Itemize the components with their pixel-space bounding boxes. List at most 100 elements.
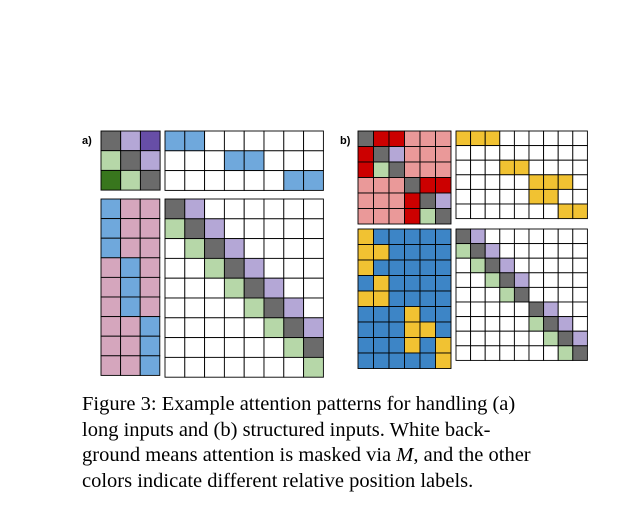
matrix-cell [528, 286, 545, 303]
matrix-cell [484, 228, 501, 245]
matrix-cell [528, 174, 545, 190]
matrix-cell [303, 150, 324, 172]
matrix-cell [388, 306, 405, 323]
matrix-cell [184, 337, 206, 358]
matrix-cell [223, 337, 245, 358]
matrix-cell [543, 301, 559, 318]
matrix-cell [484, 272, 501, 288]
matrix-cell [283, 356, 305, 378]
matrix-cell [435, 208, 452, 225]
matrix-cell [204, 257, 225, 279]
matrix-cell [419, 306, 436, 323]
matrix-cell [204, 238, 225, 259]
matrix-cell [484, 243, 501, 259]
matrix-cell [513, 316, 530, 332]
matrix-cell [435, 352, 452, 369]
matrix-cell [357, 290, 374, 307]
matrix-cell [404, 146, 421, 163]
matrix-cell [223, 356, 245, 378]
matrix-cell [404, 130, 421, 147]
matrix-cell [470, 159, 486, 176]
matrix-cell [484, 130, 501, 147]
matrix-cell [139, 296, 161, 318]
matrix-cell [283, 277, 305, 299]
matrix-cell [263, 257, 285, 279]
matrix-cell [455, 174, 472, 190]
matrix-cell [139, 130, 161, 152]
matrix-cell [528, 228, 545, 245]
matrix-cell [455, 330, 472, 347]
matrix-cell [223, 170, 245, 191]
matrix-cell [357, 337, 374, 354]
matrix-cell [204, 218, 225, 240]
matrix-cell [204, 170, 225, 191]
matrix-cell [283, 238, 305, 259]
matrix-cell [435, 244, 452, 261]
matrix-cell [557, 174, 574, 190]
matrix-cell [303, 218, 324, 240]
matrix-cell [164, 297, 186, 319]
matrix-b-global-global [357, 130, 452, 225]
mask-symbol: M [396, 444, 414, 466]
matrix-cell [204, 337, 225, 358]
matrix-cell [513, 330, 530, 347]
matrix-cell [357, 352, 374, 369]
matrix-cell [120, 237, 141, 259]
matrix-cell [357, 228, 374, 245]
matrix-cell [388, 177, 405, 194]
matrix-cell [283, 130, 305, 152]
matrix-cell [139, 355, 161, 376]
matrix-cell [388, 161, 405, 178]
matrix-cell [303, 238, 324, 259]
matrix-cell [120, 335, 141, 357]
matrix-cell [388, 228, 405, 245]
matrix-cell [184, 198, 206, 220]
matrix-cell [404, 290, 421, 307]
panel-a-label: a) [82, 135, 92, 147]
panel-b-label: b) [340, 135, 351, 147]
matrix-cell [513, 257, 530, 274]
matrix-cell [470, 130, 486, 147]
matrix-cell [404, 259, 421, 276]
matrix-cell [435, 290, 452, 307]
matrix-cell [139, 276, 161, 298]
matrix-cell [223, 218, 245, 240]
matrix-cell [557, 145, 574, 161]
matrix-cell [373, 290, 390, 307]
matrix-cell [243, 356, 265, 378]
matrix-cell [139, 257, 161, 278]
matrix-cell [184, 170, 206, 191]
caption-line-1: Figure 3: Example attention patterns for… [82, 393, 516, 415]
matrix-cell [164, 130, 186, 152]
matrix-cell [100, 316, 122, 337]
matrix-cell [283, 150, 305, 172]
matrix-cell [120, 130, 141, 152]
matrix-cell [243, 218, 265, 240]
matrix-cell [470, 330, 486, 347]
matrix-cell [373, 161, 390, 178]
matrix-cell [184, 130, 206, 152]
matrix-cell [435, 259, 452, 276]
matrix-cell [572, 257, 588, 274]
matrix-cell [283, 337, 305, 358]
matrix-cell [484, 316, 501, 332]
matrix-cell [357, 275, 374, 292]
matrix-cell [484, 330, 501, 347]
matrix-cell [357, 244, 374, 261]
matrix-cell [528, 243, 545, 259]
matrix-cell [499, 272, 515, 288]
matrix-cell [164, 218, 186, 240]
matrix-cell [470, 301, 486, 318]
matrix-cell [357, 146, 374, 163]
matrix-cell [223, 130, 245, 152]
matrix-cell [470, 286, 486, 303]
matrix-cell [204, 317, 225, 339]
matrix-cell [404, 337, 421, 354]
attention-figure: a) b) [82, 130, 588, 378]
matrix-cell [435, 306, 452, 323]
matrix-cell [263, 218, 285, 240]
matrix-cell [528, 330, 545, 347]
matrix-cell [263, 356, 285, 378]
matrix-cell [388, 130, 405, 147]
matrix-cell [499, 188, 515, 205]
